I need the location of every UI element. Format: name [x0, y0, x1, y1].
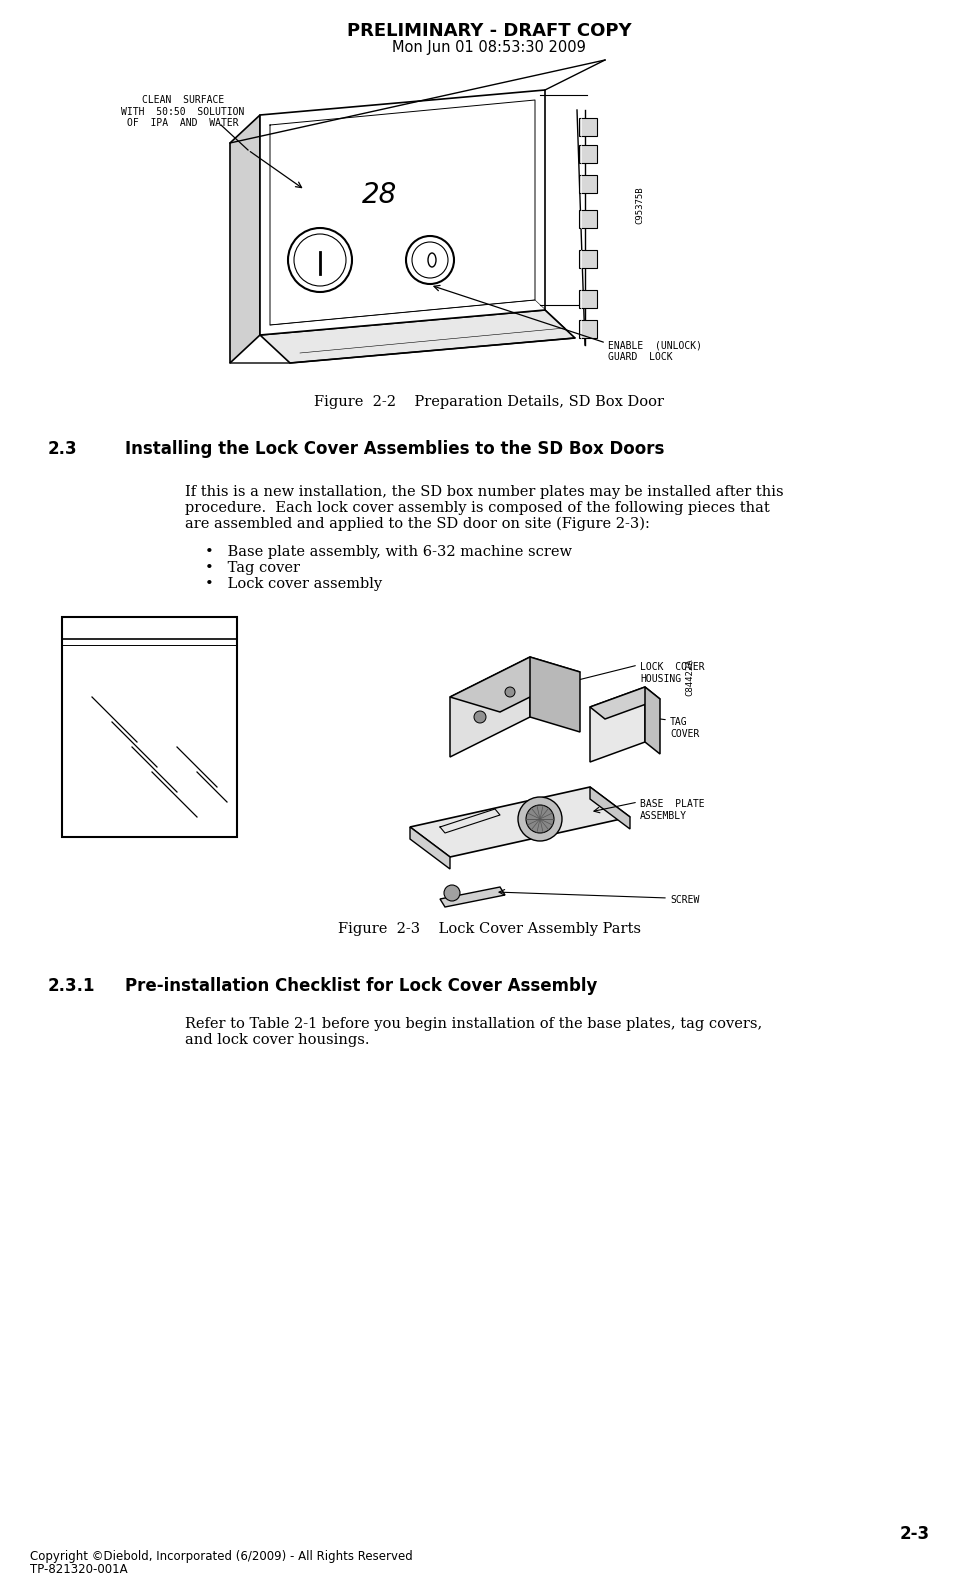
Text: Mon Jun 01 08:53:30 2009: Mon Jun 01 08:53:30 2009 — [392, 39, 585, 55]
Text: CLEAN  SURFACE
WITH  50:50  SOLUTION
OF  IPA  AND  WATER: CLEAN SURFACE WITH 50:50 SOLUTION OF IPA… — [121, 95, 244, 128]
Text: 2.3.1: 2.3.1 — [48, 977, 96, 996]
Polygon shape — [645, 686, 659, 754]
Text: C84422A: C84422A — [685, 658, 694, 696]
Polygon shape — [409, 787, 629, 857]
Text: PRELIMINARY - DRAFT COPY: PRELIMINARY - DRAFT COPY — [346, 22, 631, 39]
Polygon shape — [449, 656, 579, 712]
Bar — [578, 210, 596, 227]
Text: are assembled and applied to the SD door on site (Figure 2-3):: are assembled and applied to the SD door… — [185, 518, 649, 532]
Polygon shape — [589, 686, 645, 762]
Polygon shape — [440, 887, 504, 907]
Text: C95375B: C95375B — [635, 186, 644, 224]
Circle shape — [405, 237, 453, 284]
Text: •   Lock cover assembly: • Lock cover assembly — [205, 578, 382, 592]
Text: Refer to Table 2-1 before you begin installation of the base plates, tag covers,: Refer to Table 2-1 before you begin inst… — [185, 1016, 761, 1030]
Text: Figure  2-2    Preparation Details, SD Box Door: Figure 2-2 Preparation Details, SD Box D… — [314, 394, 663, 409]
Text: •   Tag cover: • Tag cover — [205, 562, 300, 574]
Bar — [578, 145, 596, 163]
Text: 2-3: 2-3 — [899, 1524, 929, 1543]
Text: TP-821320-001A: TP-821320-001A — [30, 1562, 127, 1576]
Polygon shape — [260, 90, 544, 335]
Text: Installing the Lock Cover Assemblies to the SD Box Doors: Installing the Lock Cover Assemblies to … — [125, 440, 663, 458]
Polygon shape — [589, 686, 659, 720]
Polygon shape — [409, 827, 449, 869]
Polygon shape — [449, 656, 530, 757]
Circle shape — [294, 234, 346, 286]
Bar — [578, 320, 596, 338]
Text: •   Base plate assembly, with 6-32 machine screw: • Base plate assembly, with 6-32 machine… — [205, 544, 572, 559]
Circle shape — [444, 885, 459, 901]
Text: TAG
COVER: TAG COVER — [669, 716, 699, 739]
Polygon shape — [260, 309, 574, 363]
Text: ENABLE  (UNLOCK)
GUARD  LOCK: ENABLE (UNLOCK) GUARD LOCK — [608, 339, 701, 361]
Circle shape — [287, 227, 352, 292]
Circle shape — [411, 241, 447, 278]
Text: procedure.  Each lock cover assembly is composed of the following pieces that: procedure. Each lock cover assembly is c… — [185, 500, 769, 514]
Text: Copyright ©Diebold, Incorporated (6/2009) - All Rights Reserved: Copyright ©Diebold, Incorporated (6/2009… — [30, 1550, 412, 1562]
Polygon shape — [230, 115, 260, 363]
Text: If this is a new installation, the SD box number plates may be installed after t: If this is a new installation, the SD bo… — [185, 484, 783, 499]
Bar — [62, 617, 236, 836]
Circle shape — [504, 686, 515, 697]
Polygon shape — [589, 787, 629, 828]
Circle shape — [474, 712, 486, 723]
Text: BASE  PLATE
ASSEMBLY: BASE PLATE ASSEMBLY — [639, 798, 703, 821]
Bar — [578, 290, 596, 308]
Text: Pre-installation Checklist for Lock Cover Assembly: Pre-installation Checklist for Lock Cove… — [125, 977, 597, 996]
Bar — [578, 175, 596, 193]
Text: 28: 28 — [362, 181, 398, 208]
Bar — [578, 249, 596, 268]
Circle shape — [518, 797, 562, 841]
Ellipse shape — [428, 252, 436, 267]
Bar — [578, 118, 596, 136]
Text: LOCK  COVER
HOUSING: LOCK COVER HOUSING — [639, 663, 703, 683]
Text: and lock cover housings.: and lock cover housings. — [185, 1034, 369, 1046]
Text: SCREW: SCREW — [669, 895, 699, 906]
Polygon shape — [530, 656, 579, 732]
Text: 2.3: 2.3 — [48, 440, 77, 458]
Circle shape — [526, 805, 553, 833]
Text: Figure  2-3    Lock Cover Assembly Parts: Figure 2-3 Lock Cover Assembly Parts — [337, 922, 640, 936]
